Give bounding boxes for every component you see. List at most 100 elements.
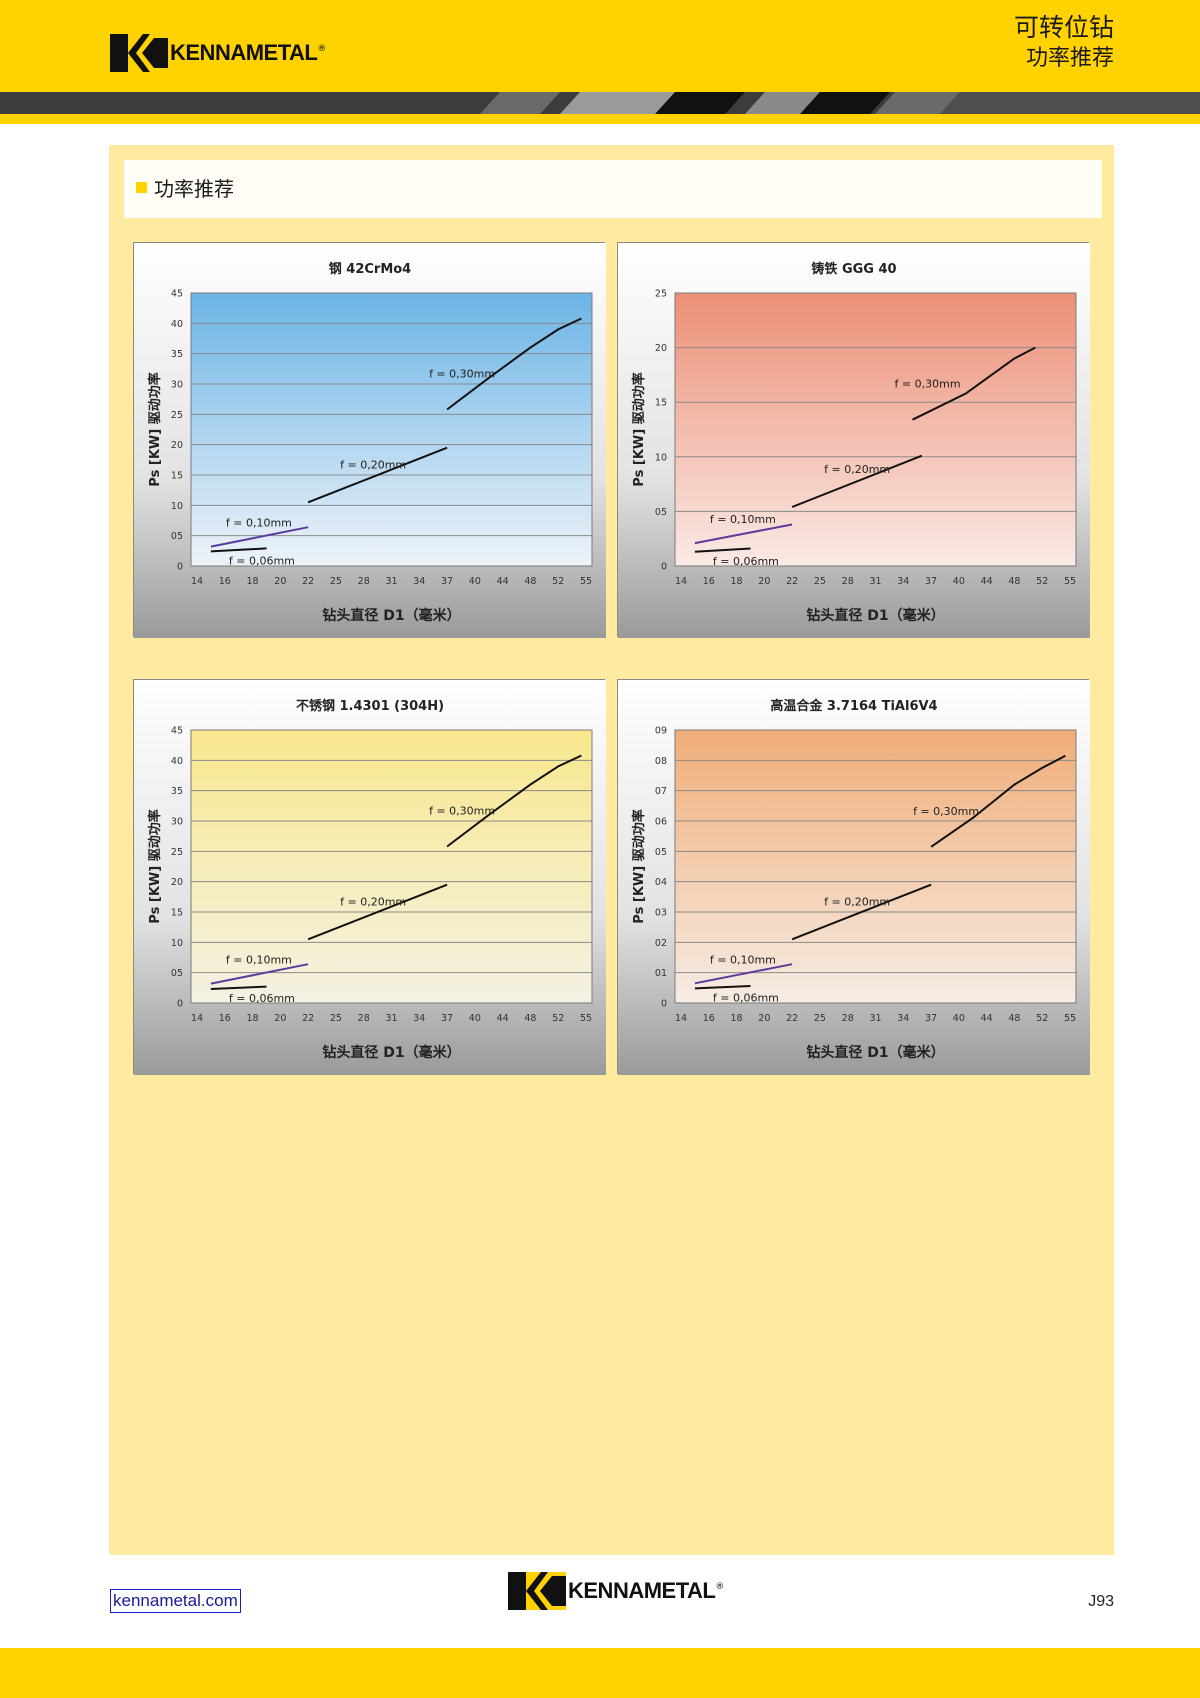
series-label: f = 0,06mm bbox=[713, 991, 779, 1004]
x-axis-label: 钻头直径 D1（毫米） bbox=[806, 1044, 944, 1061]
x-tick-label: 40 bbox=[469, 1013, 481, 1024]
series-line bbox=[307, 446, 448, 504]
x-tick-label: 34 bbox=[413, 576, 425, 587]
series-line bbox=[307, 883, 448, 941]
series-label: f = 0,20mm bbox=[824, 895, 890, 908]
x-tick-label: 48 bbox=[1008, 576, 1020, 587]
x-tick-label: 22 bbox=[786, 576, 798, 587]
header-title: 可转位钻 bbox=[1013, 13, 1114, 42]
plot-area bbox=[675, 293, 1076, 566]
x-tick-label: 14 bbox=[675, 576, 687, 587]
y-axis-label: Ps [KW] 驱动功率 bbox=[631, 372, 647, 486]
series-line bbox=[210, 526, 309, 548]
plot-area bbox=[191, 293, 592, 566]
chart-title: 高温合金 3.7164 TiAl6V4 bbox=[770, 698, 937, 714]
x-tick-label: 18 bbox=[731, 1013, 743, 1024]
y-tick-label: 40 bbox=[171, 756, 183, 767]
x-tick-label: 48 bbox=[524, 576, 536, 587]
x-tick-label: 44 bbox=[981, 576, 993, 587]
series-line bbox=[694, 963, 793, 985]
y-tick-label: 25 bbox=[171, 410, 183, 421]
plot-border bbox=[674, 292, 1077, 567]
header-yellow-line bbox=[0, 114, 1200, 124]
x-tick-label: 44 bbox=[497, 576, 509, 587]
chart-svg: 0 05 10 15 20 25 14 16 18 20 22 25 28 31 34 37 40 44 48 52 5… bbox=[618, 243, 1090, 638]
y-tick-label: 20 bbox=[171, 440, 183, 451]
series-label: f = 0,30mm bbox=[429, 804, 495, 817]
series-label: f = 0,20mm bbox=[340, 458, 406, 471]
x-tick-label: 44 bbox=[497, 1013, 509, 1024]
series-line bbox=[210, 547, 267, 553]
x-tick-label: 16 bbox=[219, 1013, 231, 1024]
series-label: f = 0,10mm bbox=[710, 513, 776, 526]
y-tick-label: 09 bbox=[655, 726, 667, 737]
y-tick-label: 06 bbox=[655, 817, 667, 828]
kennametal-k-icon bbox=[110, 34, 168, 72]
plot-border bbox=[190, 729, 593, 1004]
x-axis-label: 钻头直径 D1（毫米） bbox=[322, 607, 460, 624]
x-tick-label: 55 bbox=[580, 1013, 592, 1024]
x-tick-label: 20 bbox=[758, 1013, 770, 1024]
x-tick-label: 52 bbox=[552, 1013, 564, 1024]
header-subtitle: 功率推荐 bbox=[1025, 46, 1114, 71]
x-tick-label: 18 bbox=[731, 576, 743, 587]
y-tick-label: 02 bbox=[655, 938, 667, 949]
series-label: f = 0,06mm bbox=[713, 555, 779, 568]
y-tick-label: 0 bbox=[177, 999, 183, 1010]
series-label: f = 0,20mm bbox=[340, 895, 406, 908]
x-tick-label: 28 bbox=[358, 1013, 370, 1024]
y-tick-label: 40 bbox=[171, 319, 183, 330]
x-tick-label: 18 bbox=[247, 1013, 259, 1024]
x-tick-label: 48 bbox=[524, 1013, 536, 1024]
x-tick-label: 37 bbox=[925, 1013, 937, 1024]
x-tick-label: 37 bbox=[441, 576, 453, 587]
section-title: 功率推荐 bbox=[136, 173, 234, 202]
series-label: f = 0,10mm bbox=[226, 954, 292, 967]
y-tick-label: 45 bbox=[171, 726, 183, 737]
x-tick-label: 55 bbox=[1064, 1013, 1076, 1024]
x-tick-label: 14 bbox=[675, 1013, 687, 1024]
x-tick-label: 37 bbox=[925, 576, 937, 587]
series-line bbox=[930, 754, 1066, 848]
brand-logo: KENNAMETAL ® bbox=[110, 34, 326, 72]
y-tick-label: 45 bbox=[171, 289, 183, 300]
series-line bbox=[210, 985, 267, 990]
x-tick-label: 55 bbox=[1064, 576, 1076, 587]
footer-brand-logo: KENNAMETAL ® bbox=[508, 1572, 724, 1610]
x-tick-label: 44 bbox=[981, 1013, 993, 1024]
brand-wordmark: KENNAMETAL bbox=[170, 40, 318, 65]
section-title-text: 功率推荐 bbox=[154, 177, 234, 201]
brand-registered-mark: ® bbox=[317, 44, 327, 54]
series-line bbox=[791, 454, 923, 508]
x-axis-label: 钻头直径 D1（毫米） bbox=[806, 607, 944, 624]
x-tick-label: 20 bbox=[274, 1013, 286, 1024]
x-tick-label: 31 bbox=[869, 576, 881, 587]
x-tick-label: 52 bbox=[552, 576, 564, 587]
footer-url-link[interactable]: kennametal.com bbox=[110, 1589, 241, 1613]
x-tick-label: 28 bbox=[842, 1013, 854, 1024]
x-tick-label: 40 bbox=[469, 576, 481, 587]
x-tick-label: 48 bbox=[1008, 1013, 1020, 1024]
plot-area bbox=[191, 730, 592, 1003]
series-label: f = 0,30mm bbox=[913, 805, 979, 818]
series-label: f = 0,30mm bbox=[895, 378, 961, 391]
top-header-bar bbox=[0, 0, 1200, 92]
x-tick-label: 31 bbox=[385, 576, 397, 587]
x-tick-label: 25 bbox=[814, 1013, 826, 1024]
x-tick-label: 31 bbox=[869, 1013, 881, 1024]
series-label: f = 0,06mm bbox=[229, 554, 295, 567]
y-tick-label: 15 bbox=[171, 471, 183, 482]
plot-border bbox=[674, 729, 1077, 1004]
series-line bbox=[446, 754, 582, 848]
chart-title: 钢 42CrMo4 bbox=[329, 261, 411, 277]
y-tick-label: 15 bbox=[171, 908, 183, 919]
chart-svg: 0 05 10 15 20 25 30 35 40 45 14 16 18 20 22 25 28 31 34 37 4… bbox=[134, 243, 606, 638]
y-axis-label: Ps [KW] 驱动功率 bbox=[631, 809, 647, 923]
y-tick-label: 25 bbox=[171, 847, 183, 858]
y-tick-label: 25 bbox=[655, 289, 667, 300]
y-axis-label: Ps [KW] 驱动功率 bbox=[147, 372, 163, 486]
x-tick-label: 16 bbox=[703, 1013, 715, 1024]
series-label: f = 0,30mm bbox=[429, 367, 495, 380]
x-tick-label: 16 bbox=[703, 576, 715, 587]
y-tick-label: 03 bbox=[655, 908, 667, 919]
